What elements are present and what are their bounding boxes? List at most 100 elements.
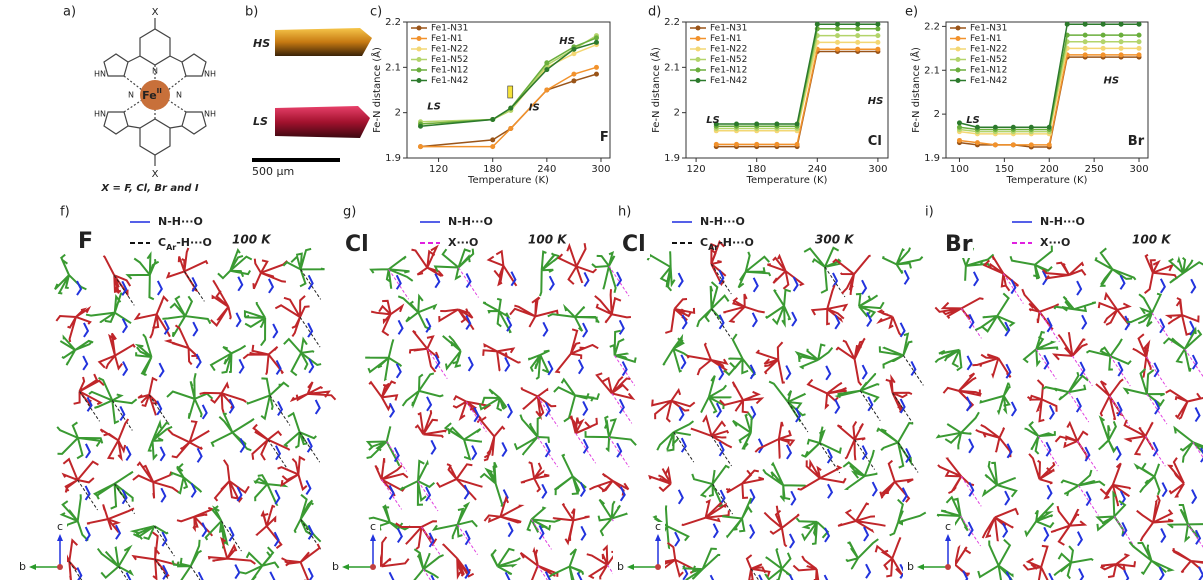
molecule-bonds [163, 324, 200, 366]
nh-bond [968, 313, 975, 329]
molecule-bonds [1042, 371, 1089, 401]
molecule-bonds [1085, 338, 1132, 371]
data-point [1046, 124, 1052, 130]
data-point [875, 39, 881, 45]
nh-bond [506, 403, 513, 419]
nh-bond [201, 404, 208, 420]
nh-bond [473, 407, 480, 423]
nh-bond [425, 317, 432, 333]
contact [1035, 348, 1057, 380]
contact [1039, 311, 1060, 343]
nh-bond [396, 527, 403, 543]
nh-bond [861, 445, 868, 461]
nh-bond [792, 276, 799, 292]
legend-label: N-H···O [1040, 215, 1085, 228]
nh-bond [467, 356, 474, 372]
plot-frame [406, 21, 611, 159]
legend-label: X···O [448, 236, 478, 249]
nh-bond [228, 398, 235, 414]
data-point [992, 124, 998, 130]
molecule-bonds [755, 341, 785, 384]
nh-bond [680, 354, 687, 370]
contact [1078, 485, 1099, 516]
annotation: IS [529, 103, 540, 114]
atom-label: N [152, 67, 158, 76]
molecule-bonds [1171, 547, 1203, 574]
panel-label: i) [925, 205, 934, 220]
legend-label: CAr-H···O [700, 236, 754, 252]
molecule-bonds [732, 412, 753, 450]
molecule-bonds [795, 517, 830, 545]
atom-labels: N N N HN NH HN NH [94, 67, 216, 119]
axis-bg [328, 522, 380, 580]
contact [422, 569, 432, 580]
nh-bond [825, 365, 832, 381]
annotation: HS [868, 96, 884, 107]
axis-name: b [332, 560, 339, 573]
nh-bond [834, 314, 841, 330]
data-point [1082, 32, 1088, 38]
legend-label: Fe1-N22 [431, 45, 468, 55]
molecule-bonds [217, 248, 253, 280]
contact [897, 442, 919, 473]
axis-name: b [907, 560, 914, 573]
molecule-bonds [881, 247, 924, 274]
molecule-bonds [102, 255, 132, 298]
nh-bond [1117, 361, 1124, 377]
contact [711, 435, 732, 467]
legend-label: Fe1-N42 [710, 76, 747, 86]
nh-bond [749, 364, 756, 380]
nh-bond [1085, 491, 1092, 507]
molecule-bonds [251, 423, 291, 461]
data-point [1118, 52, 1124, 58]
molecule-bonds [199, 381, 247, 414]
molecule-bonds [837, 502, 886, 534]
molecule-bonds [1123, 419, 1154, 456]
panel-label: e) [905, 5, 918, 20]
nh-bond [795, 407, 802, 423]
nh-bond [832, 272, 839, 288]
molecule-bonds [293, 493, 322, 543]
molecule-bonds [213, 459, 250, 503]
nh-bond [1195, 529, 1202, 545]
nh-bond [1043, 526, 1050, 542]
legend-marker [955, 57, 961, 62]
molecule-bonds [1164, 297, 1200, 336]
molecule-bonds [399, 459, 436, 506]
label-bg [343, 232, 373, 258]
molecule-bonds [977, 538, 1014, 580]
nh-bond [861, 279, 868, 295]
molecule-bonds [1128, 541, 1175, 576]
contact [417, 480, 439, 512]
nh-bond [1081, 314, 1088, 330]
nh-bond [84, 526, 91, 542]
molecule-bonds [210, 412, 255, 452]
molecule-bonds [797, 458, 847, 491]
nh-bond [82, 355, 89, 371]
contact [386, 441, 408, 472]
data-point [1118, 21, 1124, 27]
nh-bond [910, 360, 917, 376]
data-point [1082, 45, 1088, 51]
molecule-bonds [745, 554, 771, 580]
ring [103, 53, 129, 77]
nh-bond [465, 273, 472, 289]
nh-bond [899, 398, 906, 414]
data-point [875, 26, 881, 32]
molecule-bonds [253, 474, 289, 506]
molecule-bonds [836, 420, 866, 461]
contact [531, 519, 552, 550]
nh-bond [899, 322, 906, 338]
data-point [418, 144, 424, 150]
molecule-bonds [646, 251, 676, 292]
axis-head [370, 534, 376, 541]
contact [787, 401, 809, 433]
legend-marker [695, 57, 701, 62]
nh-bond [156, 280, 163, 296]
legend-marker [955, 36, 961, 41]
legend-label: Fe1-N52 [431, 55, 468, 65]
molecule-bonds [552, 502, 590, 546]
molecule-bonds [974, 292, 1016, 333]
nh-bond [621, 361, 628, 377]
legend-text: -H···O [176, 236, 212, 249]
